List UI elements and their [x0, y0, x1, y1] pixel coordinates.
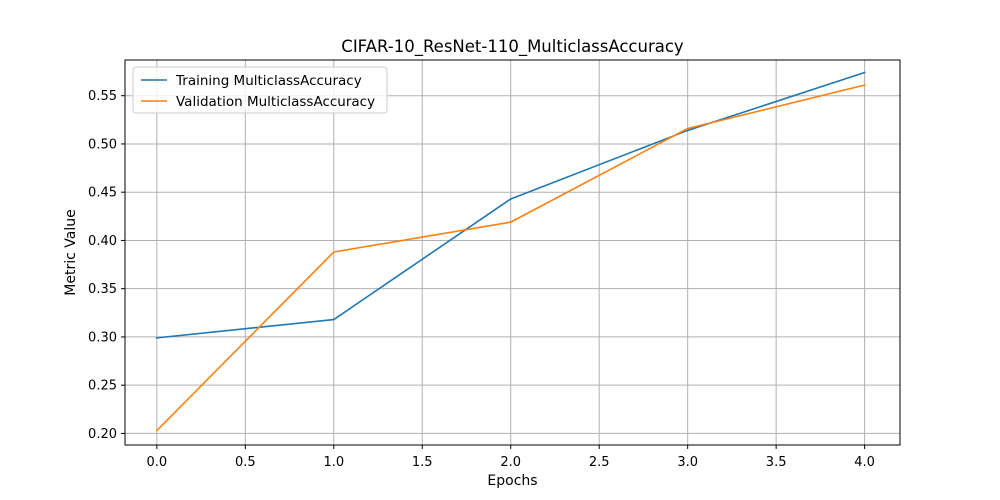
plot-area-frame — [124, 59, 901, 446]
data-point — [509, 198, 512, 200]
y-tick-label: 0.40 — [88, 234, 117, 249]
y-tick-label: 0.30 — [88, 330, 117, 345]
x-tick-label: 1.0 — [323, 455, 344, 470]
data-point — [332, 318, 335, 321]
x-tick-label: 0.0 — [147, 455, 168, 470]
data-point — [509, 221, 512, 223]
y-tick-label: 0.45 — [88, 186, 117, 201]
data-point — [863, 84, 866, 86]
x-tick-label: 2.5 — [589, 455, 610, 470]
y-tick-label: 0.20 — [88, 427, 117, 442]
y-tick-label: 0.50 — [88, 137, 117, 152]
legend: Training MulticlassAccuracy Validation Mu… — [132, 66, 388, 114]
x-tick-label: 2.0 — [500, 455, 521, 470]
y-axis-label: Metric Value — [63, 209, 79, 295]
x-tick-label: 3.0 — [677, 455, 698, 470]
data-point — [156, 429, 158, 432]
series-lines — [155, 71, 866, 432]
x-tick-label: 1.5 — [412, 455, 433, 470]
data-point — [863, 71, 866, 74]
legend-label: Training MulticlassAccuracy — [175, 73, 362, 89]
data-point — [686, 127, 689, 130]
x-tick-label: 4.0 — [854, 455, 875, 470]
legend-label: Validation MulticlassAccuracy — [176, 94, 375, 110]
chart-title: CIFAR-10_ResNet-110_MulticlassAccuracy — [341, 37, 684, 57]
x-tick-label: 3.5 — [766, 455, 787, 470]
data-point — [686, 129, 689, 132]
x-tick-label: 0.5 — [235, 455, 256, 470]
grid — [125, 60, 900, 445]
y-tick-label: 0.25 — [88, 379, 117, 394]
legend-box — [132, 66, 388, 114]
x-axis-label: Epochs — [487, 473, 537, 489]
data-point — [156, 337, 158, 339]
data-point — [332, 251, 335, 253]
y-tick-label: 0.55 — [88, 89, 117, 104]
y-tick-label: 0.35 — [88, 282, 117, 297]
axis-ticks: 0.0 0.5 1.0 1.5 2.0 2.5 3.0 3.5 4.0 0.20 0.25 0.30 0… — [88, 89, 875, 470]
